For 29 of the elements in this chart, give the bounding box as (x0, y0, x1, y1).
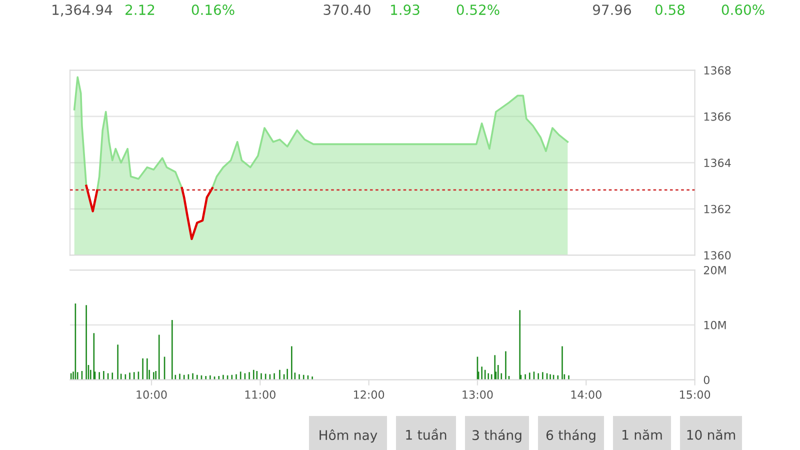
y-tick-label: 1364 (704, 158, 731, 168)
text: 0.52% (456, 4, 500, 16)
x-tick-label: 14:00 (571, 390, 602, 399)
text: 10 năm (687, 430, 736, 440)
text: 1 tuần (406, 428, 446, 440)
text: 1,364.94 (52, 4, 112, 16)
text: 97.96 (592, 4, 632, 16)
y-tick-label: 1360 (704, 251, 731, 260)
y-tick-label: 1362 (704, 204, 730, 214)
text: 370.40 (324, 4, 370, 16)
text: Hôm nay (320, 429, 378, 443)
text: 0.58 (655, 4, 685, 16)
x-tick-label: 11:00 (245, 390, 276, 399)
text: 0.60% (722, 4, 764, 16)
y-tick-label: 0 (704, 376, 710, 384)
text: 6 tháng (546, 429, 596, 443)
y-tick-label: 1366 (704, 112, 731, 121)
x-tick-label: 12:00 (354, 390, 384, 399)
x-tick-label: 15:00 (680, 390, 710, 399)
text: 2.12 (126, 4, 154, 15)
text: 3 tháng (472, 429, 522, 443)
y-tick-label: 10M (704, 320, 726, 330)
y-tick-label: 1368 (704, 66, 731, 75)
y-tick-label: 20M (704, 266, 726, 274)
text: 0.16% (192, 4, 234, 16)
x-tick-label: 13:00 (462, 390, 493, 399)
text: 1 năm (622, 430, 662, 440)
text: 1.93 (391, 4, 420, 16)
x-tick-label: 10:00 (136, 390, 167, 399)
